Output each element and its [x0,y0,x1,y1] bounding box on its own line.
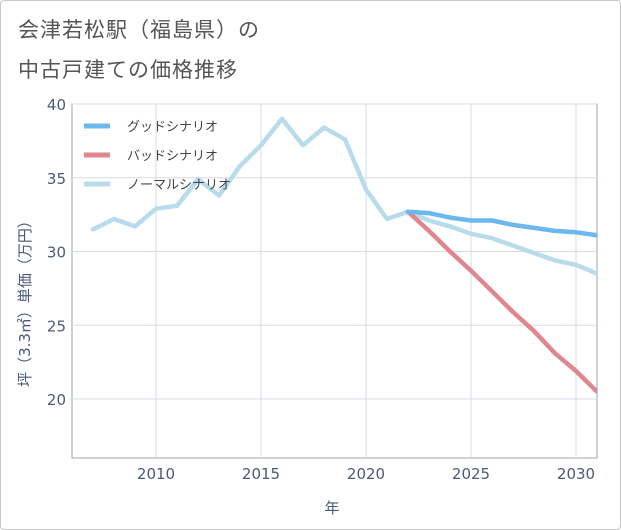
x-tick-label: 2025 [452,465,490,483]
chart-title-line1: 会津若松駅（福島県）の [18,18,260,42]
legend-label-2: ノーマルシナリオ [127,178,231,193]
x-axis-label: 年 [324,499,339,517]
legend-label-1: バッドシナリオ [127,149,218,164]
y-axis-label: 坪（3.3㎡）単価（万円） [16,213,34,387]
x-tick-label: 2015 [242,465,280,483]
gridlines [72,103,597,458]
series-line-0 [405,209,597,238]
x-tick-label: 2010 [137,465,175,483]
series-line-1 [405,209,597,394]
series-group [90,116,597,394]
y-tick-label: 30 [47,244,66,262]
legend-label-0: グッドシナリオ [127,120,218,135]
chart-title-line2: 中古戸建ての価格推移 [18,58,238,82]
x-tick-label: 2020 [347,465,385,483]
y-tick-label: 35 [47,170,66,188]
y-tick-label: 40 [47,96,66,114]
y-tick-label: 20 [47,391,66,409]
x-tick-label: 2030 [557,465,595,483]
y-tick-label: 25 [47,317,66,335]
series-line-2 [90,116,597,276]
